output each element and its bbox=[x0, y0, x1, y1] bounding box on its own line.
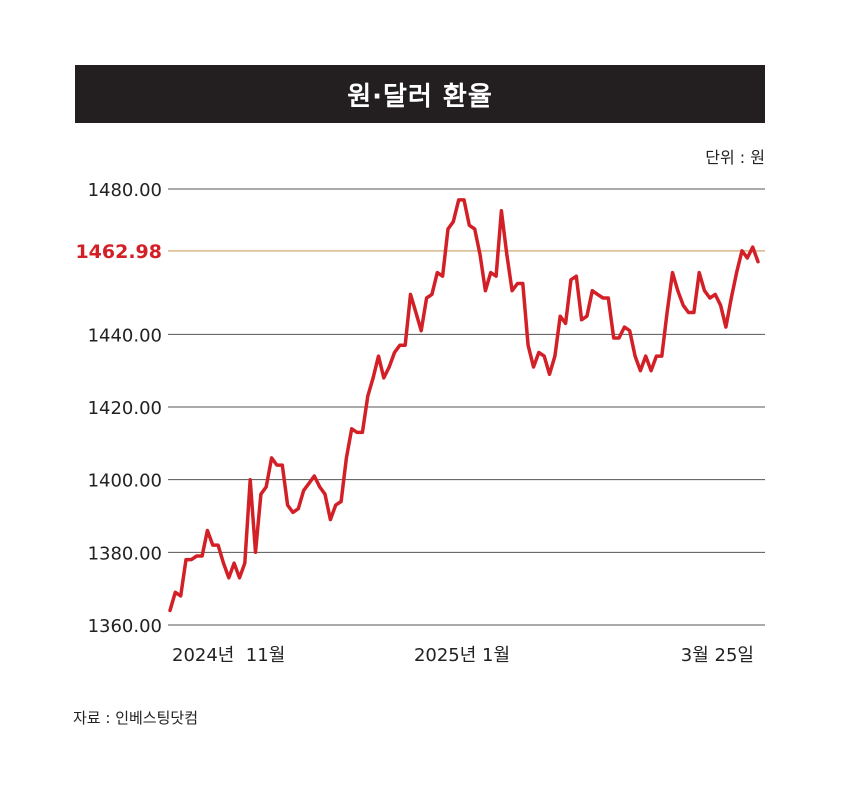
y-tick-label: 1360.00 bbox=[88, 616, 162, 637]
y-tick-label: 1400.00 bbox=[88, 471, 162, 492]
y-tick-label: 1480.00 bbox=[88, 180, 162, 201]
chart-area: 1360.00 1380.00 1400.00 1420.00 1440.00 1480.… bbox=[75, 180, 765, 666]
x-tick-label: 2025년 1월 bbox=[414, 645, 510, 666]
gridlines bbox=[168, 188, 765, 626]
y-tick-label: 1380.00 bbox=[88, 543, 162, 564]
unit-label: 단위 : 원 bbox=[705, 148, 765, 167]
x-tick-label: 3월 25일 bbox=[681, 645, 754, 666]
y-axis-labels: 1360.00 1380.00 1400.00 1420.00 1440.00 1480.… bbox=[88, 180, 162, 637]
y-tick-label: 1440.00 bbox=[88, 325, 162, 346]
y-tick-label: 1420.00 bbox=[88, 398, 162, 419]
x-tick-label: 2024년 11월 bbox=[172, 645, 285, 666]
reference-label: 1462.98 bbox=[75, 241, 162, 263]
chart-title: 원·달러 환율 bbox=[75, 65, 765, 123]
x-axis-labels: 2024년 11월 2025년 1월 3월 25일 bbox=[172, 645, 754, 666]
source-label: 자료 : 인베스팅닷컴 bbox=[73, 709, 198, 727]
series-line bbox=[168, 198, 760, 613]
